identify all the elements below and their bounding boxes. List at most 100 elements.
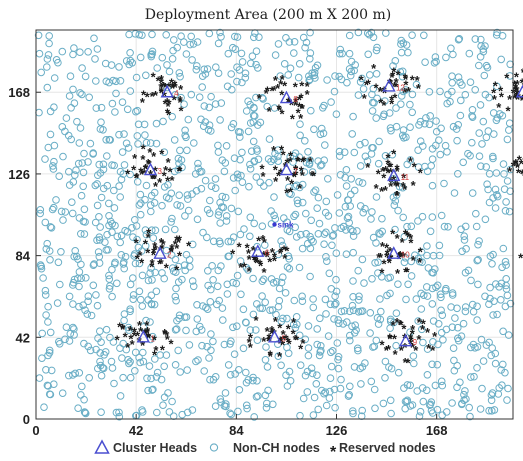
- non-ch-node: [391, 57, 400, 65]
- reserved-node: *: [401, 249, 407, 264]
- reserved-node: *: [403, 78, 409, 93]
- non-ch-node: [313, 61, 322, 70]
- non-ch-node: [187, 32, 195, 41]
- reserved-node: *: [125, 340, 131, 355]
- non-ch-node: [195, 93, 204, 101]
- non-ch-node: [245, 182, 253, 191]
- non-ch-node: [96, 327, 104, 336]
- non-ch-node: [146, 201, 155, 209]
- reserved-node: *: [159, 146, 165, 161]
- reserved-node: *: [282, 251, 288, 266]
- non-ch-node: [306, 55, 314, 63]
- non-ch-node: [467, 276, 475, 285]
- reserved-node: *: [287, 337, 293, 352]
- non-ch-node: [238, 58, 247, 66]
- reserved-node: *: [408, 331, 414, 346]
- non-ch-node: [147, 374, 155, 383]
- non-ch-node: [501, 368, 509, 377]
- non-ch-node: [349, 112, 357, 121]
- non-ch-node: [493, 82, 501, 91]
- non-ch-node: [410, 359, 418, 368]
- non-ch-node: [414, 146, 422, 154]
- reserved-node: *: [259, 162, 265, 177]
- non-ch-node: [91, 55, 99, 63]
- non-ch-node: [97, 408, 105, 417]
- non-ch-node: [397, 40, 405, 48]
- non-ch-node: [188, 240, 197, 249]
- non-ch-node: [372, 193, 381, 201]
- reserved-node: *: [169, 241, 175, 256]
- non-ch-node: [84, 292, 93, 301]
- reserved-node: *: [384, 343, 390, 358]
- non-ch-node: [423, 345, 432, 353]
- non-ch-node: [423, 242, 431, 250]
- non-ch-node: [56, 280, 64, 289]
- non-ch-node: [175, 191, 183, 199]
- non-ch-node: [421, 119, 429, 128]
- non-ch-node: [218, 156, 227, 164]
- non-ch-node: [236, 230, 245, 239]
- non-ch-node: [165, 408, 174, 416]
- non-ch-node: [367, 215, 375, 223]
- non-ch-node: [93, 180, 101, 188]
- non-ch-node: [205, 29, 214, 38]
- reserved-node: *: [301, 153, 307, 168]
- reserved-node: *: [394, 188, 400, 203]
- non-ch-node: [321, 295, 330, 304]
- non-ch-node: [79, 168, 88, 177]
- reserved-node: *: [309, 168, 315, 183]
- non-ch-node: [271, 149, 279, 158]
- non-ch-node: [505, 207, 514, 216]
- non-ch-node: [331, 224, 339, 232]
- cluster-head-label: 9: [413, 338, 418, 347]
- non-ch-node: [429, 269, 438, 277]
- non-ch-node: [356, 140, 364, 149]
- non-ch-node: [221, 389, 230, 397]
- non-ch-node: [501, 257, 510, 266]
- non-ch-node: [270, 193, 278, 201]
- non-ch-node: [256, 178, 265, 187]
- non-ch-node: [199, 122, 208, 130]
- non-ch-node: [193, 62, 201, 70]
- reserved-node: *: [246, 246, 252, 261]
- non-ch-node: [106, 217, 115, 226]
- non-ch-node: [157, 375, 166, 384]
- non-ch-node: [119, 260, 128, 268]
- non-ch-node: [414, 317, 423, 325]
- non-ch-node: [234, 407, 242, 416]
- non-ch-node: [481, 90, 490, 99]
- non-ch-node: [233, 63, 241, 71]
- non-ch-node: [236, 133, 244, 141]
- non-ch-node: [178, 275, 186, 284]
- non-ch-node: [103, 181, 112, 190]
- non-ch-node: [49, 162, 57, 170]
- non-ch-node: [397, 100, 405, 108]
- non-ch-node: [163, 61, 171, 69]
- non-ch-node: [456, 111, 465, 120]
- non-ch-node: [436, 150, 445, 159]
- reserved-node: *: [521, 65, 523, 80]
- non-ch-node: [441, 286, 450, 295]
- non-ch-node: [485, 198, 494, 207]
- non-ch-node: [37, 68, 46, 77]
- non-ch-node: [291, 149, 300, 157]
- non-ch-node: [262, 343, 270, 351]
- non-ch-node: [108, 220, 116, 228]
- non-ch-node: [437, 377, 446, 386]
- non-ch-node: [167, 218, 175, 226]
- reserved-node: *: [293, 94, 299, 109]
- non-ch-node: [237, 290, 245, 299]
- legend-label-cluster-heads: Cluster Heads: [113, 441, 197, 455]
- non-ch-node: [162, 31, 170, 39]
- cluster-head-label: 3: [157, 167, 162, 176]
- non-ch-node: [99, 160, 108, 169]
- reserved-node: *: [515, 77, 521, 92]
- non-ch-node: [160, 148, 169, 156]
- non-ch-node: [414, 217, 422, 225]
- non-ch-node: [372, 46, 381, 55]
- non-ch-node: [349, 306, 358, 315]
- non-ch-node: [354, 91, 363, 99]
- non-ch-node: [437, 328, 446, 337]
- reserved-node: *: [139, 167, 145, 182]
- reserved-node: *: [387, 159, 393, 174]
